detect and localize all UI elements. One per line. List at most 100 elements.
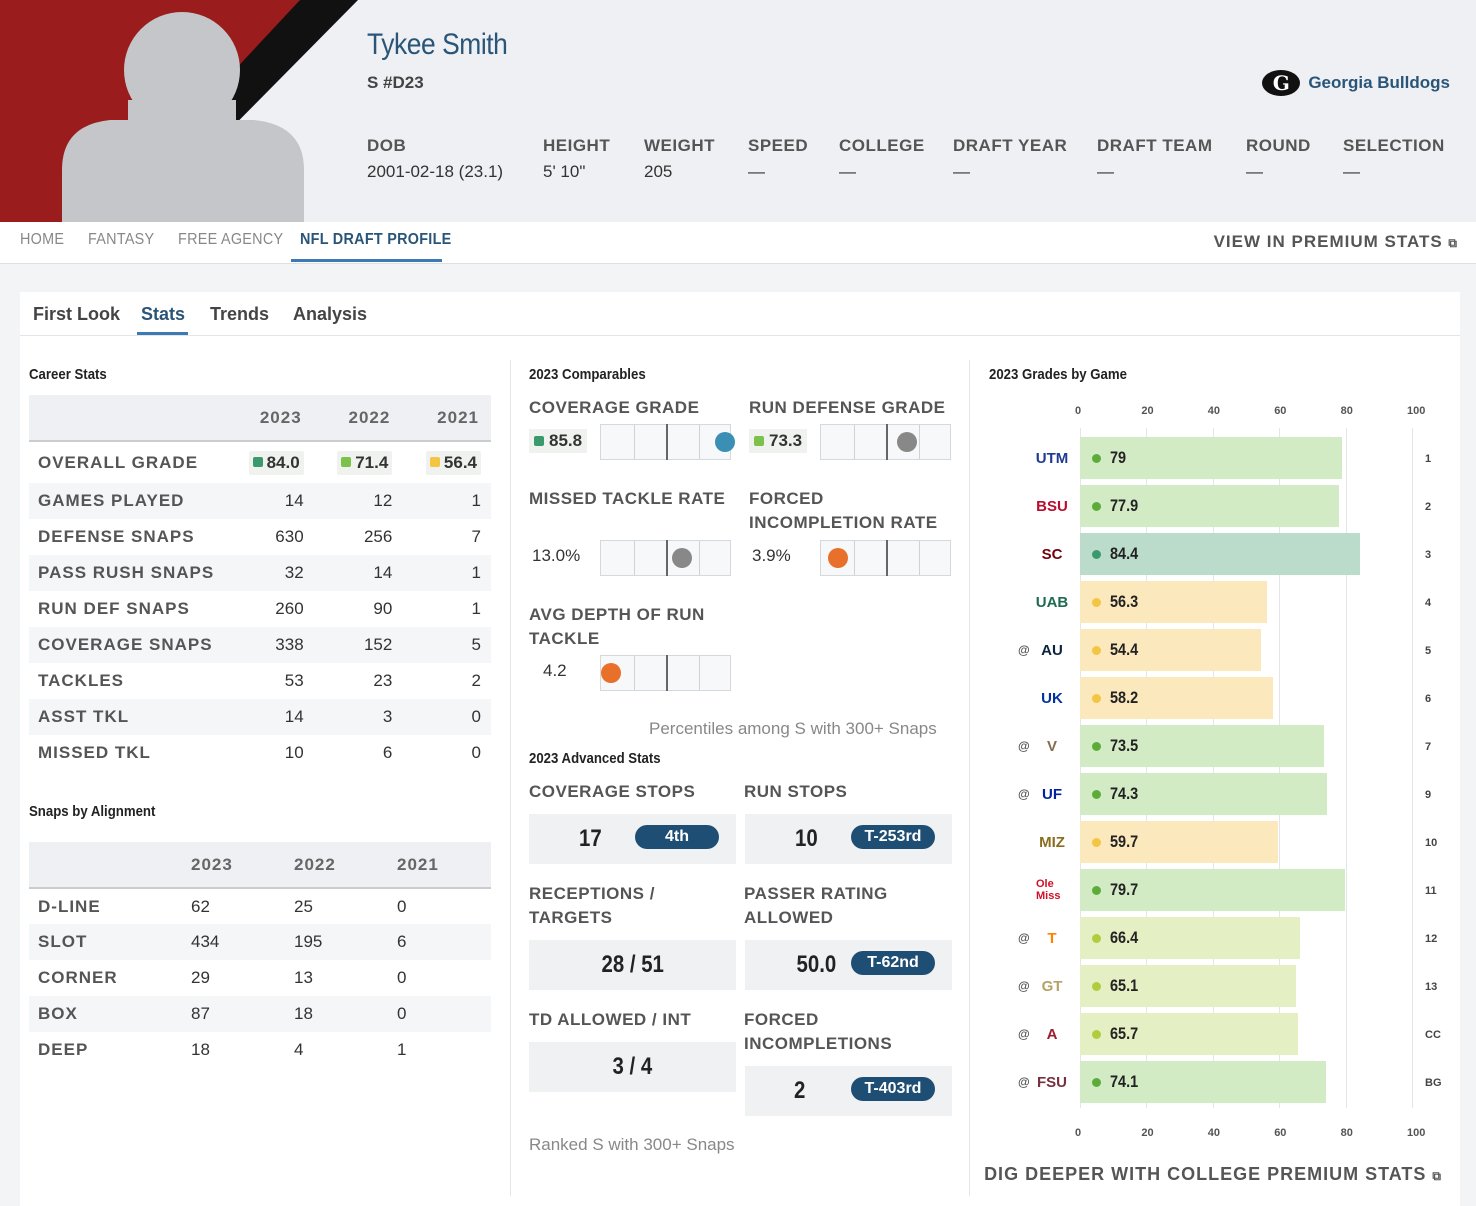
- percentile-tick: [853, 541, 855, 575]
- fact-value: —: [1246, 162, 1263, 181]
- grade-bar: 58.2: [1080, 677, 1274, 719]
- grade-bar-label: 54.4: [1110, 640, 1139, 659]
- comparable-label: FORCED INCOMPLETION RATE: [749, 489, 938, 532]
- team-link[interactable]: G Georgia Bulldogs: [1262, 70, 1450, 96]
- row-label: OVERALL GRADE: [38, 452, 199, 472]
- grade-dot-icon: [1092, 837, 1101, 847]
- tab-nfl-draft-profile[interactable]: NFL DRAFT PROFILE: [300, 231, 452, 248]
- cell-value: 32: [225, 555, 314, 591]
- header-year: 2022: [294, 842, 397, 889]
- grade-bar: 77.9: [1080, 485, 1339, 527]
- axis-tick-label: 0: [1075, 1127, 1082, 1139]
- grade-color-icon: [754, 436, 764, 446]
- advanced-stat-box: 28 / 51: [529, 940, 736, 990]
- percentile-tick: [699, 425, 701, 459]
- axis-tick-label: 40: [1207, 405, 1221, 417]
- fact-draft-year: DRAFT YEAR —: [953, 136, 1067, 182]
- subtab-trends[interactable]: Trends: [210, 304, 270, 324]
- subtab-analysis[interactable]: Analysis: [293, 304, 368, 324]
- cell-value: 2: [471, 671, 481, 690]
- fact-label: HEIGHT: [543, 136, 611, 155]
- grade-dot-icon: [1092, 933, 1101, 943]
- axis-tick-label: 60: [1274, 405, 1287, 417]
- percentile-median: [665, 424, 668, 460]
- row-label: CORNER: [38, 968, 118, 987]
- grade-dot-icon: [1092, 789, 1101, 799]
- view-premium-stats-link[interactable]: VIEW IN PREMIUM STATS ⧉: [1214, 232, 1458, 252]
- grade-dot-icon: [1092, 885, 1101, 895]
- fact-value: —: [1343, 162, 1360, 181]
- grade-bar-label: 65.1: [1110, 976, 1139, 995]
- external-link-icon: ⧉: [1448, 236, 1458, 250]
- fact-value: —: [748, 162, 765, 181]
- advanced-stat-label: RUN STOPS: [744, 782, 848, 801]
- advanced-stat-value: 50.0: [796, 951, 837, 978]
- grade-dot-icon: [1092, 741, 1101, 751]
- fact-value: —: [1097, 162, 1114, 181]
- grade-bar-label: 74.3: [1110, 784, 1139, 803]
- axis-tick-label: 20: [1141, 1127, 1154, 1139]
- fact-round: ROUND —: [1246, 136, 1311, 182]
- grade-bar-label: 73.5: [1110, 736, 1139, 755]
- cell-value: 62: [191, 896, 210, 916]
- comparables-title: 2023 Comparables: [529, 366, 646, 383]
- grade-bar-label: 65.7: [1110, 1024, 1139, 1043]
- grade-dot-icon: [1092, 1077, 1101, 1087]
- tab-fantasy[interactable]: FANTASY: [88, 231, 155, 248]
- grade-bar-label: 84.4: [1110, 544, 1139, 563]
- tab-home[interactable]: HOME: [20, 231, 65, 248]
- grade-cell: 56.4: [402, 441, 491, 483]
- opponent-logo-icon: AU: [1041, 641, 1063, 659]
- cell-value: 90: [373, 599, 393, 618]
- opponent-logo-icon: A: [1046, 1025, 1058, 1043]
- cell-value: 434: [191, 924, 294, 960]
- table-row: MISSED TKL 10 6 0: [29, 735, 491, 771]
- grade-value: 84.0: [266, 452, 300, 472]
- table-row: DEFENSE SNAPS 630 256 7: [29, 519, 491, 555]
- header-year: 2023: [191, 842, 294, 889]
- table-row: PASS RUSH SNAPS 32 14 1: [29, 555, 491, 591]
- game-week-label: 1: [1425, 453, 1432, 465]
- table-row: RUN DEF SNAPS 260 90 1: [29, 591, 491, 627]
- fact-height: HEIGHT 5' 10": [543, 136, 610, 182]
- grade-dot-icon: [1092, 501, 1101, 511]
- subtab-stats[interactable]: Stats: [141, 304, 186, 324]
- row-label: RUN DEF SNAPS: [38, 599, 190, 618]
- row-label: ASST TKL: [29, 699, 225, 735]
- game-week-label: 5: [1425, 645, 1432, 657]
- grade-dot-icon: [1092, 453, 1101, 463]
- fact-label: DOB: [367, 136, 407, 155]
- grade-dot-icon: [1092, 549, 1101, 559]
- advanced-stat-value: 2: [794, 1077, 806, 1104]
- active-subtab-indicator: [137, 332, 188, 335]
- grade-bar: 65.1: [1080, 965, 1297, 1007]
- header-year: 2021: [402, 395, 491, 442]
- axis-tick-label: 20: [1141, 405, 1154, 417]
- cell-value: 4: [294, 1040, 304, 1059]
- team-logo-icon: G: [1262, 70, 1301, 96]
- advanced-stat-label: FORCED INCOMPLETIONS: [744, 1010, 893, 1053]
- subtab-first-look[interactable]: First Look: [33, 304, 121, 324]
- tab-free-agency[interactable]: FREE AGENCY: [178, 231, 284, 248]
- fact-value: —: [839, 162, 856, 181]
- dig-deeper-link[interactable]: DIG DEEPER WITH COLLEGE PREMIUM STATS ⧉: [984, 1164, 1442, 1185]
- grade-bar-label: 58.2: [1110, 688, 1139, 707]
- opponent-logo-icon: T: [1047, 929, 1057, 947]
- cell-value: 23: [373, 671, 393, 690]
- grade-chip: 84.0: [248, 450, 304, 475]
- advanced-stat-value: 28 / 51: [601, 951, 664, 978]
- cell-value: 256: [363, 527, 393, 546]
- game-week-label: 4: [1425, 597, 1432, 609]
- cell-value: 0: [397, 996, 491, 1032]
- rank-badge: T-253rd: [851, 825, 935, 849]
- header-blank: [29, 395, 225, 442]
- grade-color-icon: [341, 457, 352, 468]
- table-row: CORNER 29 13 0: [29, 960, 491, 996]
- grade-bar-label: 56.3: [1110, 592, 1139, 611]
- grade-bar: 79: [1080, 437, 1343, 479]
- cell-value: 53: [284, 671, 304, 690]
- profile-nav: HOME FANTASY FREE AGENCY NFL DRAFT PROFI…: [0, 222, 1476, 264]
- cell-value: 25: [294, 896, 313, 916]
- grade-cell: 84.0: [225, 441, 314, 483]
- percentile-dot: [601, 663, 622, 683]
